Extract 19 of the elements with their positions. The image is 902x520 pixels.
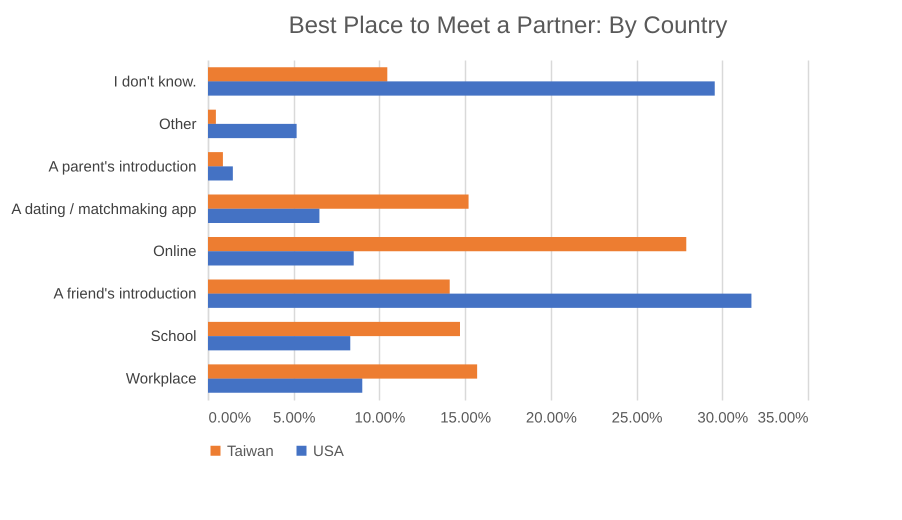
y-tick-label: A parent's introduction bbox=[48, 158, 196, 176]
x-tick-label: 35.00% bbox=[758, 410, 808, 426]
chart-title: Best Place to Meet a Partner: By Country bbox=[288, 12, 728, 39]
y-tick-label: School bbox=[150, 328, 196, 346]
y-tick-label: I don't know. bbox=[114, 73, 196, 90]
legend-label: USA bbox=[313, 442, 344, 460]
legend-label: Taiwan bbox=[227, 442, 274, 460]
y-tick-label: Online bbox=[153, 243, 196, 260]
x-tick-label: 10.00% bbox=[354, 410, 406, 426]
x-tick-label: 20.00% bbox=[526, 410, 577, 426]
x-tick-label: 30.00% bbox=[697, 410, 748, 426]
x-tick-label: 0.00% bbox=[208, 410, 252, 426]
y-tick-label: A dating / matchmaking app bbox=[11, 200, 196, 218]
y-tick-label: A friend's introduction bbox=[54, 286, 196, 303]
y-tick-label: Other bbox=[158, 116, 197, 133]
x-tick-label: 5.00% bbox=[272, 410, 316, 426]
x-tick-label: 15.00% bbox=[440, 410, 492, 426]
y-tick-label: Workplace bbox=[126, 370, 196, 388]
x-tick-label: 25.00% bbox=[612, 410, 663, 426]
